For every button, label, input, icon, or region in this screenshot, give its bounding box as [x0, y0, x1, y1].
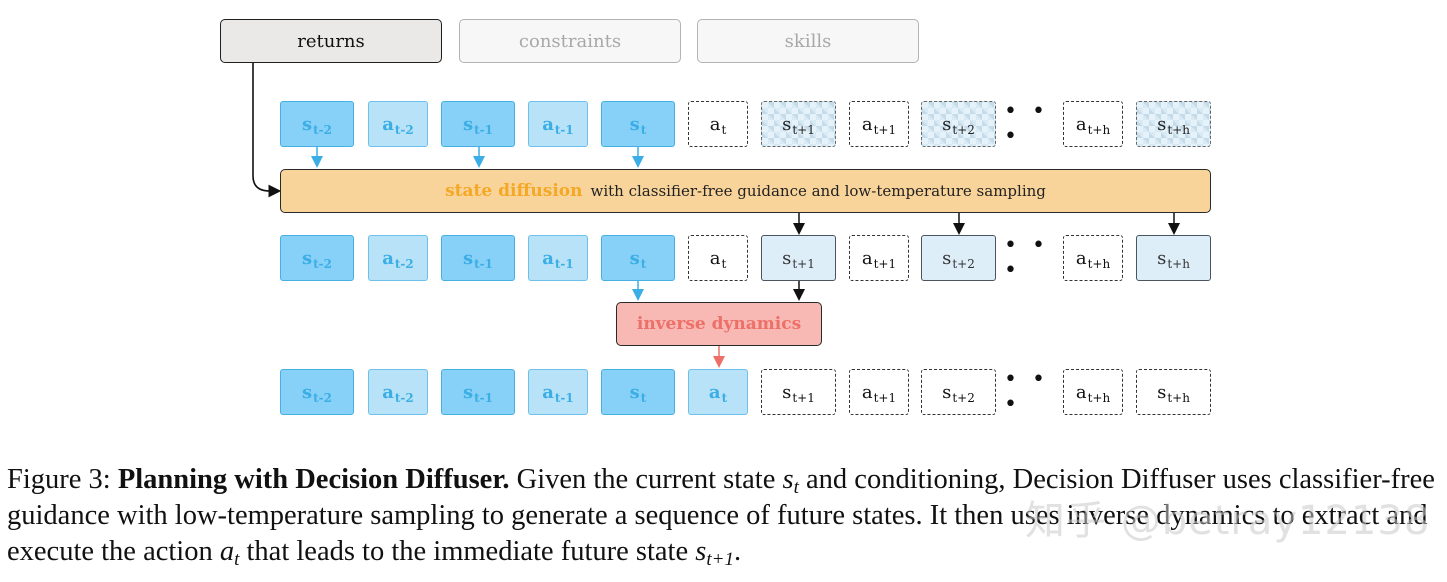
caption-title: Planning with Decision Diffuser. [117, 464, 510, 495]
token-s-t-2: s t-2 [280, 235, 354, 281]
token-s-t+2: s t+2 [921, 369, 996, 415]
token-s-t-2: s t-2 [280, 369, 354, 415]
token-s-t+1-generated: s t+1 [761, 235, 836, 281]
token-s-t+h-noisy: s t+h [1136, 101, 1211, 147]
ellipsis: • • • [1004, 367, 1049, 417]
token-a-t-2: a t-2 [368, 101, 428, 147]
token-a-t+1: a t+1 [849, 235, 909, 281]
returns-condition-box: returns [220, 19, 442, 63]
token-s-t-2: s t-2 [280, 101, 354, 147]
token-s-t+h: s t+h [1136, 369, 1211, 415]
inverse-dynamics-module: inverse dynamics [616, 302, 822, 346]
skills-condition-box: skills [697, 19, 919, 63]
token-a-t+1: a t+1 [849, 101, 909, 147]
token-s-t-1: s t-1 [441, 369, 515, 415]
math-s-t: st [782, 464, 799, 498]
token-s-t-1: s t-1 [441, 235, 515, 281]
token-s-t+h-generated: s t+h [1136, 235, 1211, 281]
token-s-t-1: s t-1 [441, 101, 515, 147]
caption-label: Figure 3: [7, 464, 111, 495]
token-a-t-1: a t-1 [528, 369, 588, 415]
math-s-t+1: st+1 [695, 536, 734, 570]
math-a-t: at [219, 536, 240, 570]
constraints-condition-box: constraints [459, 19, 681, 63]
token-a-t-1: a t-1 [528, 101, 588, 147]
token-s-t+2-generated: s t+2 [921, 235, 996, 281]
token-a-t+h: a t+h [1063, 369, 1123, 415]
token-a-t-1: a t-1 [528, 235, 588, 281]
caption-period: . [733, 536, 742, 567]
token-s-t+1-noisy: s t+1 [761, 101, 836, 147]
token-a-t-2: a t-2 [368, 235, 428, 281]
token-a-t+h: a t+h [1063, 101, 1123, 147]
token-s-t+2-noisy: s t+2 [921, 101, 996, 147]
token-a-t+h: a t+h [1063, 235, 1123, 281]
state-diffusion-description: with classifier-free guidance and low-te… [590, 182, 1046, 200]
caption-text: Given the current state [516, 464, 776, 495]
token-s-t+1: s t+1 [761, 369, 836, 415]
caption-text: that leads to the immediate future state [246, 536, 689, 567]
watermark: 知乎 @betray12138 [1025, 498, 1431, 544]
ellipsis: • • • [1004, 99, 1049, 149]
token-a-t-2: a t-2 [368, 369, 428, 415]
ellipsis: • • • [1004, 233, 1049, 283]
state-diffusion-label: state diffusion [445, 181, 583, 201]
token-a-t+1: a t+1 [849, 369, 909, 415]
figure-caption: Figure 3: Planning with Decision Diffuse… [7, 462, 1437, 570]
caption-text: and conditioning, Decision Diffuser uses… [7, 464, 1435, 567]
state-diffusion-module: state diffusion with classifier-free gui… [280, 169, 1211, 213]
